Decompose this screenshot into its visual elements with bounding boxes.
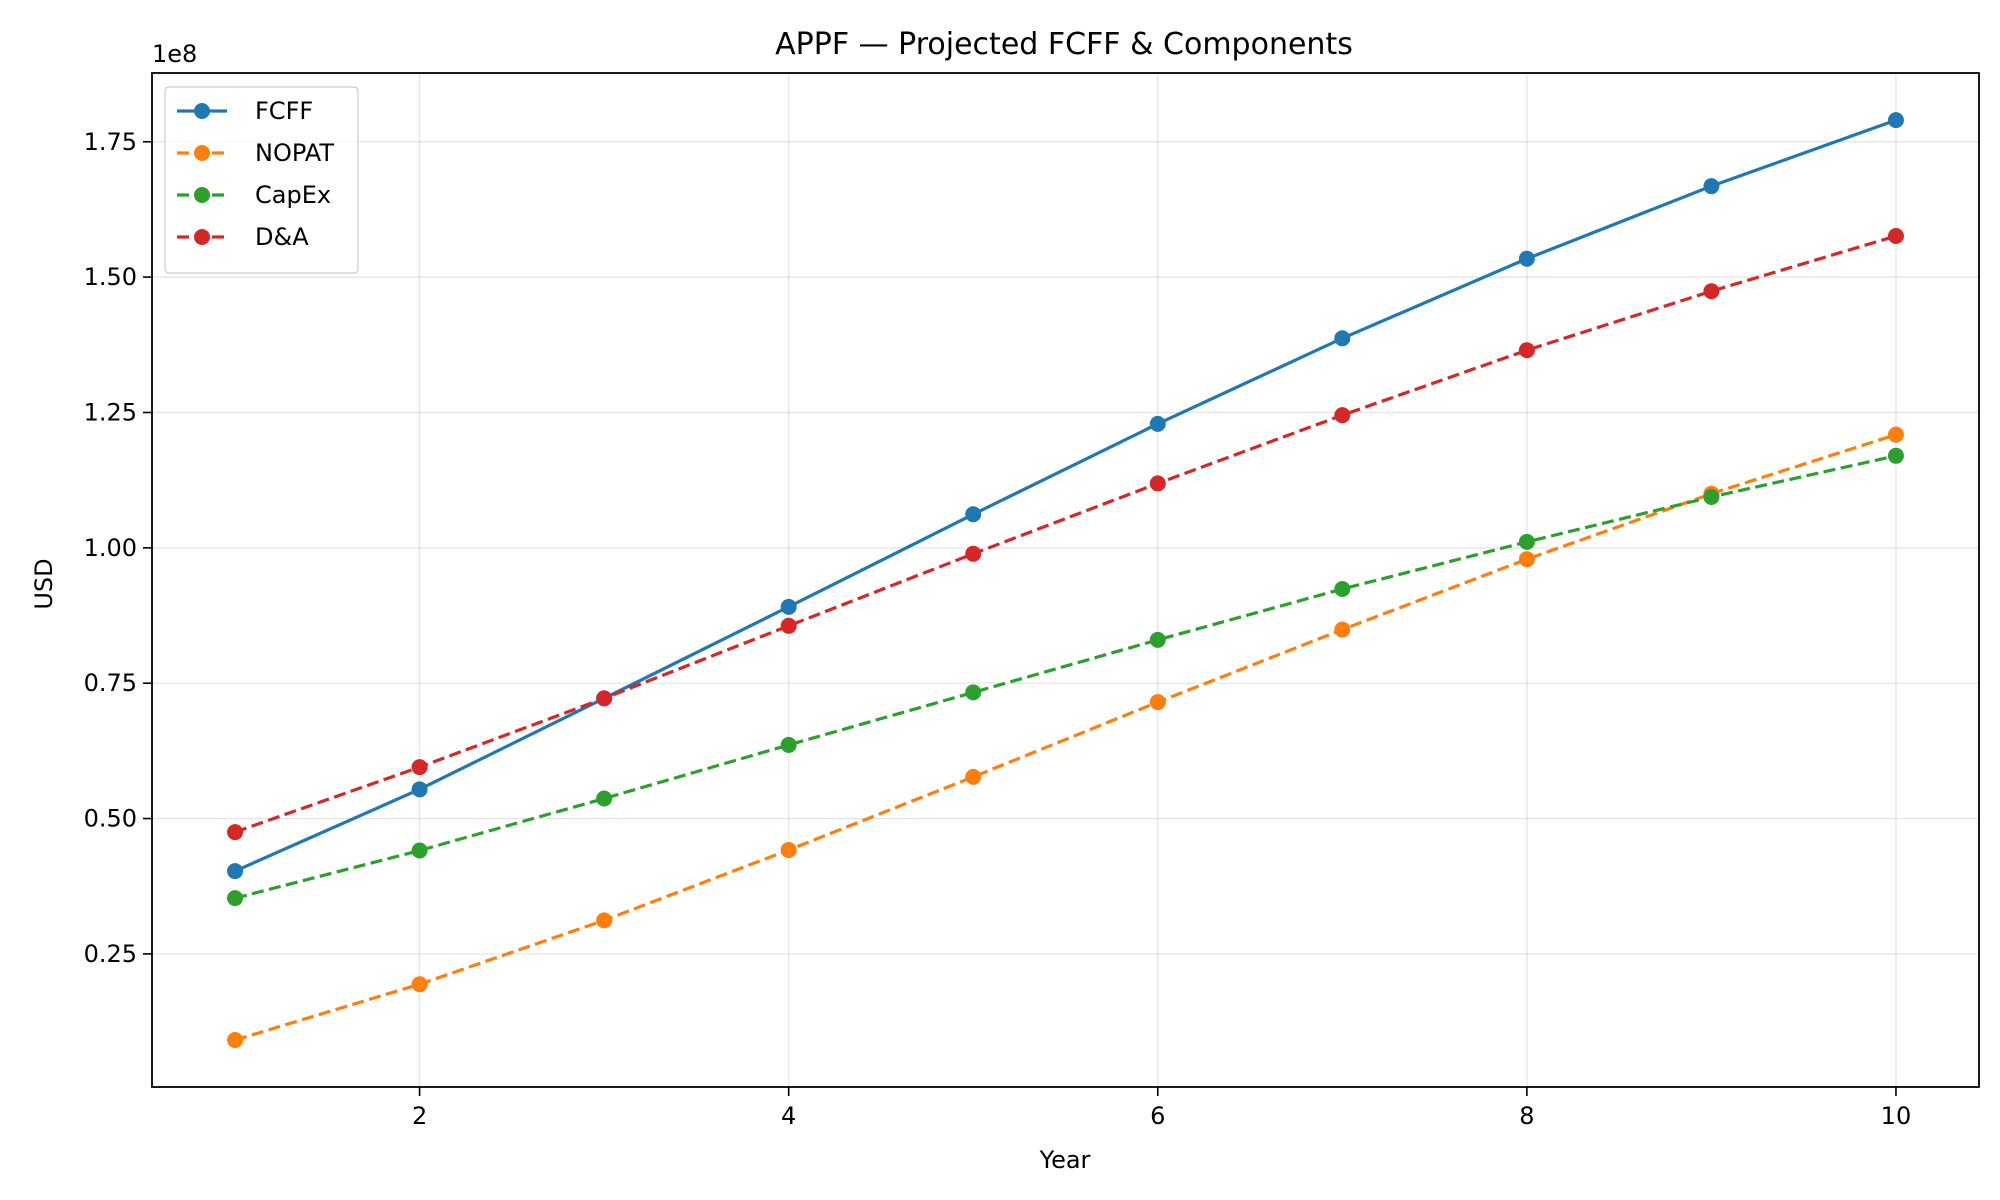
data-point-capex [1518,533,1535,550]
data-point-capex [1703,488,1720,505]
y-tick-label: 0.50 [84,805,137,833]
grid-lines [152,73,1979,1087]
data-point-d-a [227,824,244,841]
series-d-a [227,227,1904,841]
legend-marker [194,145,210,161]
data-point-capex [780,736,797,753]
y-tick-label: 1.25 [84,398,137,426]
data-point-fcff [411,781,428,798]
series-line-d-a [234,234,1897,834]
y-axis-label: USD [30,558,58,609]
data-point-d-a [965,545,982,562]
y-tick-label: 1.50 [84,263,137,291]
series-nopat [227,426,1904,1049]
legend-marker [194,229,210,245]
legend-item-nopat: NOPAT [177,139,334,167]
data-point-d-a [1703,283,1720,300]
x-tick-label: 4 [781,1102,796,1130]
data-point-capex [227,890,244,907]
data-point-capex [1887,447,1904,464]
data-point-d-a [1887,227,1904,244]
data-point-nopat [965,768,982,785]
series-capex [227,447,1904,907]
data-point-d-a [1334,407,1351,424]
chart-title: APPF — Projected FCFF & Components [775,27,1353,62]
data-point-fcff [1887,112,1904,129]
series-line-capex [234,454,1897,900]
data-point-nopat [1149,694,1166,711]
legend: FCFF NOPAT CapEx D&A [164,86,359,274]
legend-box [164,86,359,274]
legend-label: NOPAT [255,139,334,167]
data-point-fcff [1149,415,1166,432]
data-point-fcff [780,598,797,615]
data-point-nopat [1518,551,1535,568]
data-point-nopat [411,976,428,993]
y-tick-label: 1.75 [84,128,137,156]
data-point-nopat [780,841,797,858]
series-line-fcff [234,118,1897,873]
data-point-nopat [1334,621,1351,638]
data-point-capex [965,684,982,701]
y-offset-label: 1e8 [152,40,197,68]
data-point-fcff [1703,178,1720,195]
x-tick-label: 2 [412,1102,427,1130]
y-tick-label: 1.00 [84,534,137,562]
data-point-d-a [1518,342,1535,359]
x-tick-label: 8 [1519,1102,1534,1130]
data-point-capex [1334,580,1351,597]
data-point-d-a [1149,475,1166,492]
data-point-d-a [411,759,428,776]
x-axis: 2 4 6 8 10 [412,1087,1911,1130]
x-tick-label: 6 [1150,1102,1165,1130]
data-point-capex [596,790,613,807]
legend-label: D&A [255,223,309,251]
legend-label: CapEx [255,181,331,209]
data-point-capex [411,842,428,859]
x-tick-label: 10 [1881,1102,1912,1130]
series-group [227,112,1904,1049]
data-point-fcff [1518,250,1535,267]
data-point-fcff [1334,330,1351,347]
data-point-d-a [596,690,613,707]
legend-item-d-a: D&A [177,223,309,251]
series-fcff [227,112,1904,880]
legend-item-fcff: FCFF [177,97,313,125]
x-axis-label: Year [1039,1146,1091,1174]
series-line-nopat [234,433,1897,1042]
y-tick-label: 0.75 [84,669,137,697]
plot-frame [151,72,1980,1088]
legend-marker [194,187,210,203]
data-point-d-a [780,617,797,634]
data-point-nopat [596,912,613,929]
data-point-fcff [965,506,982,523]
legend-label: FCFF [255,97,313,125]
legend-item-capex: CapEx [177,181,331,209]
legend-marker [194,103,210,119]
data-point-nopat [1887,426,1904,443]
y-axis: 0.25 0.50 0.75 1.00 1.25 1.50 1.75 [84,128,152,968]
data-point-fcff [227,863,244,880]
data-point-capex [1149,631,1166,648]
y-tick-label: 0.25 [84,940,137,968]
data-point-nopat [227,1032,244,1049]
